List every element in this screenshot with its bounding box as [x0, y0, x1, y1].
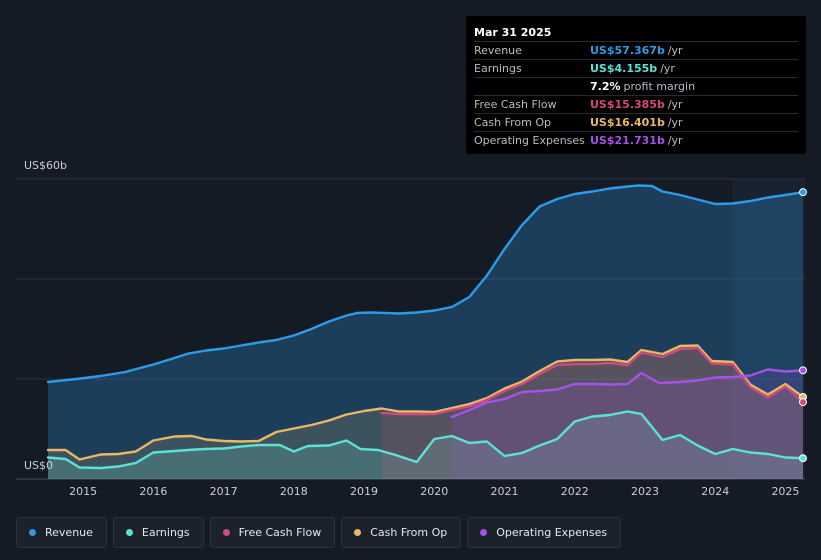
legend-item-revenue[interactable]: Revenue [16, 517, 107, 548]
end-marker-earnings [799, 454, 807, 463]
tooltip-date: Mar 31 2025 [474, 24, 798, 42]
line-free-cash-flow [380, 346, 805, 416]
tooltip-row-earnings: Earnings US$4.155b /yr [474, 60, 798, 78]
x-tick-label: 2018 [280, 485, 308, 498]
legend-label: Operating Expenses [496, 526, 608, 539]
tooltip-value: US$16.401b [590, 116, 665, 129]
legend-label: Revenue [45, 526, 93, 539]
line-cash-from-op [46, 344, 805, 461]
x-tick-label: 2021 [491, 485, 519, 498]
legend-dot-icon [354, 529, 362, 536]
series-areas [48, 185, 803, 479]
x-tick-label: 2025 [771, 485, 799, 498]
x-tick-label: 2023 [631, 485, 659, 498]
tooltip-row-operating-expenses: Operating Expenses US$21.731b /yr [474, 132, 798, 149]
y-axis-top-label: US$60b [24, 159, 68, 172]
tooltip-unit: /yr [660, 62, 675, 75]
x-tick-label: 2019 [350, 485, 378, 498]
x-tick-label: 2015 [69, 485, 97, 498]
area-operating-expenses [451, 369, 803, 479]
legend-item-earnings[interactable]: Earnings [112, 517, 204, 548]
tooltip-unit: /yr [667, 134, 683, 147]
x-tick-label: 2022 [561, 485, 589, 498]
tooltip-row-revenue: Revenue US$57.367b /yr [474, 42, 798, 60]
legend-label: Free Cash Flow [238, 526, 322, 539]
tooltip-label: Cash From Op [474, 116, 552, 129]
line-revenue [46, 184, 805, 384]
legend-dot-icon [125, 529, 133, 536]
end-marker-free-cash-flow [799, 398, 807, 407]
end-marker-revenue [799, 188, 807, 197]
tooltip-row-free-cash-flow: Free Cash Flow US$15.385b /yr [474, 96, 798, 114]
tooltip-value: US$4.155b [590, 62, 658, 75]
data-tooltip: Mar 31 2025 Revenue US$57.367b /yr Earni… [466, 16, 806, 154]
x-tick-label: 2020 [420, 485, 448, 498]
x-axis-ticks: 2015 2016 2017 2018 2019 2020 2021 2022 2023 2024… [69, 485, 799, 498]
area-earnings [48, 411, 803, 479]
tooltip-label: Free Cash Flow [474, 98, 557, 111]
legend-dot-icon [480, 529, 488, 536]
end-marker-operating-expenses [799, 366, 807, 375]
tooltip-label: Revenue [474, 44, 522, 57]
tooltip-value: US$57.367b [590, 44, 665, 57]
x-tick-label: 2024 [701, 485, 729, 498]
series-end-markers [799, 188, 807, 463]
legend-dot-icon [222, 529, 230, 536]
legend-item-free-cash-flow[interactable]: Free Cash Flow [209, 517, 336, 548]
tooltip-value: US$15.385b [590, 98, 665, 111]
grid-lines [16, 178, 805, 480]
tooltip-unit: profit margin [623, 80, 696, 93]
tooltip-value: US$21.731b [590, 134, 665, 147]
x-tick-label: 2017 [210, 485, 238, 498]
area-revenue [48, 185, 803, 479]
legend-label: Cash From Op [370, 526, 448, 539]
line-earnings [46, 410, 805, 470]
tooltip-unit: /yr [667, 116, 683, 129]
tooltip-label: Operating Expenses [474, 134, 585, 147]
tooltip-unit: /yr [667, 44, 683, 57]
chart-legend: Revenue Earnings Free Cash Flow Cash Fro… [16, 517, 622, 548]
tooltip-row-cash-from-op: Cash From Op US$16.401b /yr [474, 114, 798, 132]
tooltip-unit: /yr [667, 98, 683, 111]
forecast-region [732, 179, 805, 479]
series-lines [46, 184, 805, 470]
legend-item-operating-expenses[interactable]: Operating Expenses [467, 517, 622, 548]
legend-dot-icon [29, 529, 36, 536]
tooltip-label [474, 78, 590, 95]
y-axis-bottom-label: US$0 [24, 459, 54, 472]
legend-item-cash-from-op[interactable]: Cash From Op [341, 517, 462, 548]
tooltip-value: 7.2% [590, 80, 621, 93]
x-tick-label: 2016 [139, 485, 167, 498]
legend-label: Earnings [141, 526, 190, 539]
line-operating-expenses [450, 368, 805, 419]
tooltip-label: Earnings [474, 62, 522, 75]
tooltip-row-profit-margin: 7.2% profit margin [474, 78, 798, 96]
